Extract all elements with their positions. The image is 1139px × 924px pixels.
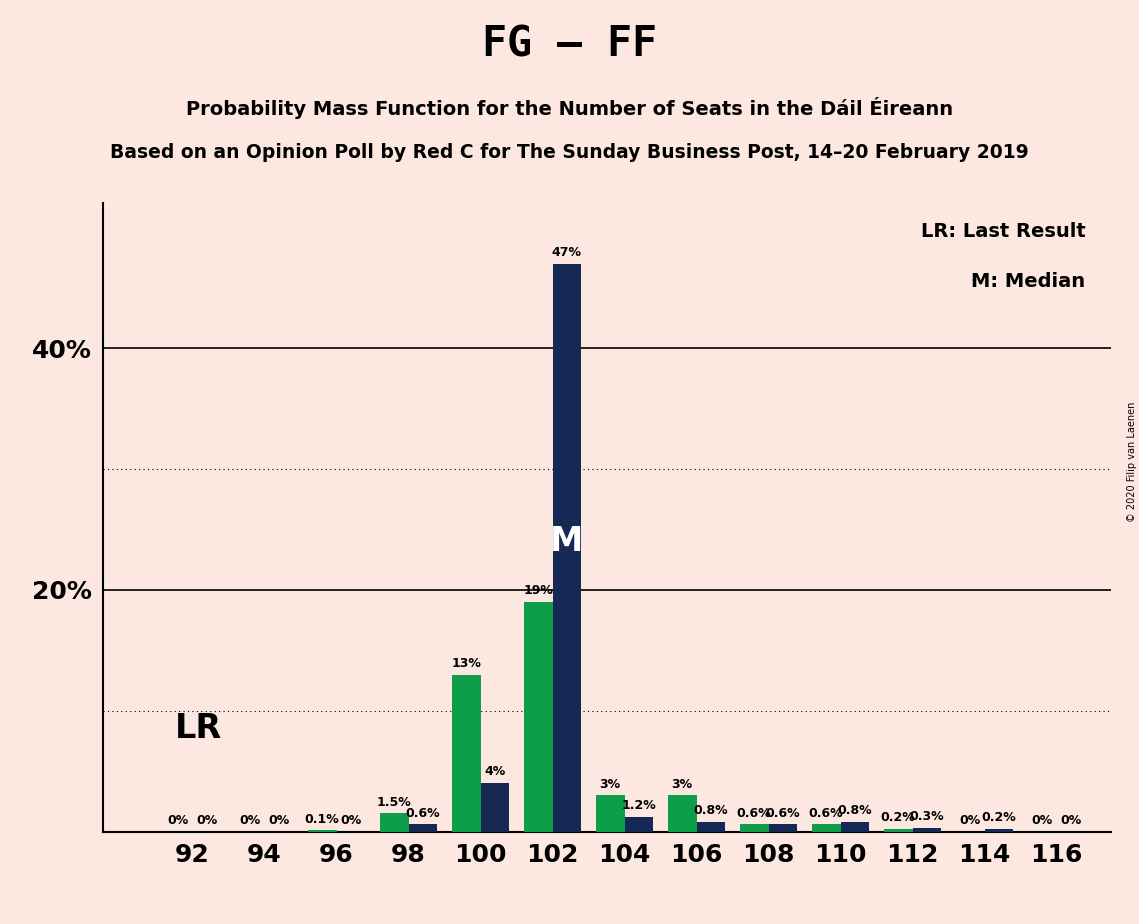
Bar xyxy=(912,828,941,832)
Text: Probability Mass Function for the Number of Seats in the Dáil Éireann: Probability Mass Function for the Number… xyxy=(186,97,953,119)
Text: M: Median: M: Median xyxy=(972,273,1085,291)
Bar xyxy=(739,824,769,832)
Bar xyxy=(379,813,409,832)
Text: 0.1%: 0.1% xyxy=(305,812,339,825)
Text: 0.8%: 0.8% xyxy=(694,804,728,817)
Bar xyxy=(552,263,581,832)
Text: LR: LR xyxy=(174,712,222,746)
Bar xyxy=(524,602,552,832)
Text: 0%: 0% xyxy=(341,814,361,827)
Bar xyxy=(841,822,869,832)
Text: 1.2%: 1.2% xyxy=(622,799,656,812)
Text: 0.6%: 0.6% xyxy=(405,807,441,820)
Text: 0.6%: 0.6% xyxy=(765,807,801,820)
Text: 0.2%: 0.2% xyxy=(880,811,916,824)
Text: 0.3%: 0.3% xyxy=(910,810,944,823)
Bar xyxy=(452,675,481,832)
Text: M: M xyxy=(550,525,583,558)
Text: 47%: 47% xyxy=(552,246,582,259)
Text: 0%: 0% xyxy=(1060,814,1082,827)
Bar xyxy=(697,822,726,832)
Bar xyxy=(812,824,841,832)
Bar xyxy=(308,831,336,832)
Bar xyxy=(596,796,624,832)
Text: LR: Last Result: LR: Last Result xyxy=(920,222,1085,241)
Bar xyxy=(667,796,697,832)
Bar xyxy=(624,817,654,832)
Text: 19%: 19% xyxy=(523,584,554,597)
Text: 0.8%: 0.8% xyxy=(837,804,872,817)
Text: 0%: 0% xyxy=(269,814,289,827)
Bar xyxy=(409,824,437,832)
Text: 0%: 0% xyxy=(239,814,261,827)
Bar xyxy=(884,829,912,832)
Text: Based on an Opinion Poll by Red C for The Sunday Business Post, 14–20 February 2: Based on an Opinion Poll by Red C for Th… xyxy=(110,143,1029,163)
Text: 3%: 3% xyxy=(672,777,693,791)
Text: 0%: 0% xyxy=(959,814,981,827)
Bar xyxy=(984,829,1014,832)
Text: FG – FF: FG – FF xyxy=(482,23,657,65)
Bar xyxy=(769,824,797,832)
Text: 0.2%: 0.2% xyxy=(982,811,1016,824)
Text: 0.6%: 0.6% xyxy=(809,807,844,820)
Text: 3%: 3% xyxy=(599,777,621,791)
Text: 0%: 0% xyxy=(196,814,218,827)
Text: 0.6%: 0.6% xyxy=(737,807,771,820)
Text: 0%: 0% xyxy=(1032,814,1052,827)
Text: 4%: 4% xyxy=(484,765,506,778)
Text: © 2020 Filip van Laenen: © 2020 Filip van Laenen xyxy=(1126,402,1137,522)
Text: 0%: 0% xyxy=(167,814,189,827)
Text: 13%: 13% xyxy=(451,657,481,670)
Bar xyxy=(481,784,509,832)
Text: 1.5%: 1.5% xyxy=(377,796,411,808)
